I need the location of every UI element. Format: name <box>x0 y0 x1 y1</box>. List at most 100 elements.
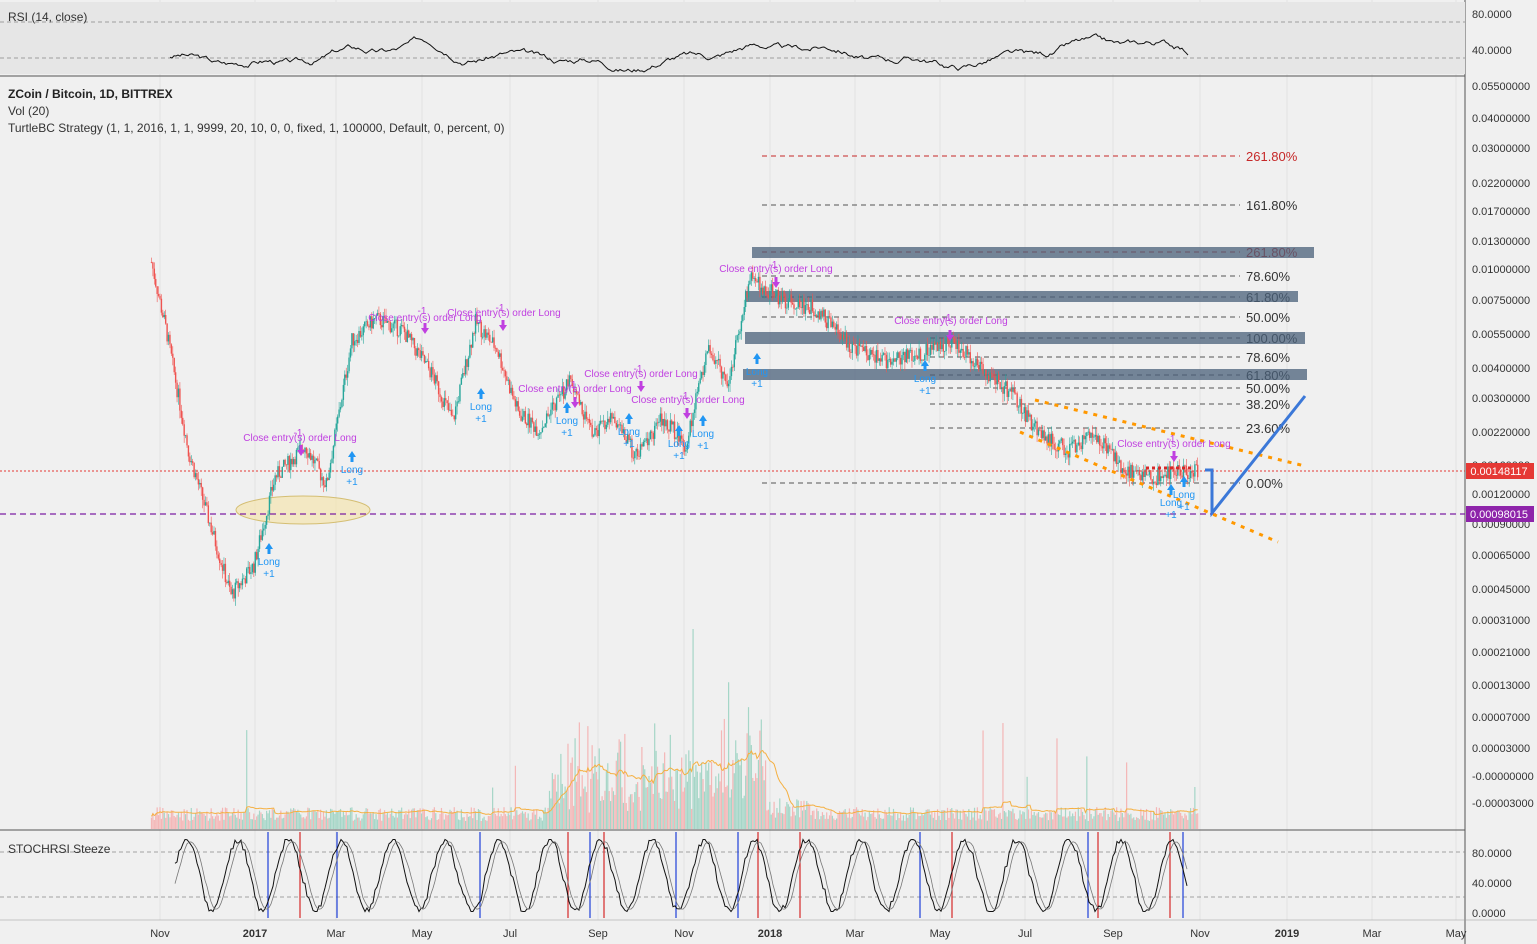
price-tick: 0.00007000 <box>1472 712 1530 724</box>
long-arrow-icon[interactable] <box>753 353 761 364</box>
candle-body <box>408 330 410 338</box>
candle-body <box>817 311 819 317</box>
volume-bar <box>190 807 192 829</box>
candle-body <box>238 583 241 589</box>
long-arrow-icon[interactable] <box>1167 484 1175 495</box>
time-axis[interactable]: Nov 2017 Mar May Jul Sep Nov 2018 Mar May Jul Sep No… <box>150 928 1467 940</box>
time-tick: 2018 <box>758 928 782 940</box>
projection-path[interactable] <box>1205 395 1307 518</box>
volume-bar <box>206 811 208 829</box>
candle-body <box>907 349 909 359</box>
volume-bar <box>843 810 845 829</box>
candle-body <box>189 456 191 463</box>
volume-bar <box>719 781 721 829</box>
close-arrow-icon[interactable] <box>946 330 954 341</box>
candle-body <box>327 478 329 481</box>
candle-body <box>288 456 291 471</box>
volume-bar <box>1045 812 1047 829</box>
candle-body <box>982 364 984 374</box>
candle-body <box>228 580 231 587</box>
volume-bar <box>153 819 155 829</box>
volume-bar <box>1164 813 1166 829</box>
volume-bar <box>757 759 760 829</box>
accumulation-ellipse[interactable] <box>235 495 371 525</box>
long-arrow-icon[interactable] <box>921 360 929 371</box>
close-qty: -1 <box>496 303 505 314</box>
candle-body <box>297 447 299 450</box>
close-arrow-icon[interactable] <box>1170 451 1178 462</box>
close-arrow-icon[interactable] <box>499 320 507 331</box>
volume-bar <box>467 816 470 829</box>
volume-bar <box>860 815 862 829</box>
volume-bar <box>523 813 525 829</box>
long-arrow-icon[interactable] <box>699 415 707 426</box>
long-arrow-icon[interactable] <box>348 451 356 462</box>
candle-body <box>672 421 674 425</box>
candle-body <box>270 487 272 496</box>
volume-bar <box>1066 817 1068 829</box>
candle-body <box>216 546 218 555</box>
price-tick: 0.00550000 <box>1472 329 1530 341</box>
resistance-zone-3[interactable] <box>745 332 1305 344</box>
volume-bar <box>300 814 302 829</box>
close-arrow-icon[interactable] <box>637 381 645 392</box>
long-arrow-icon[interactable] <box>625 413 633 424</box>
volume-bar <box>713 792 715 829</box>
long-arrow-icon[interactable] <box>1180 476 1188 487</box>
long-arrow-icon[interactable] <box>563 402 571 413</box>
volume-bar <box>307 807 309 829</box>
volume-bar <box>747 707 750 829</box>
long-arrow-icon[interactable] <box>477 388 485 399</box>
volume-bar <box>610 801 612 829</box>
close-arrow-icon[interactable] <box>297 445 305 456</box>
volume-bar <box>686 781 688 829</box>
volume-bar <box>810 815 812 829</box>
close-arrow-icon[interactable] <box>571 397 579 408</box>
volume-bar <box>1039 817 1041 829</box>
price-axis[interactable]: 0.055000000.040000000.030000000.02200000… <box>1472 9 1534 920</box>
close-arrow-icon[interactable] <box>421 323 429 334</box>
candle-body <box>587 418 589 420</box>
candle-body <box>435 375 437 384</box>
candle-body <box>179 388 181 411</box>
candle-body <box>486 332 488 338</box>
long-arrow-icon[interactable] <box>675 425 683 436</box>
channel-lower[interactable] <box>1019 430 1279 544</box>
volume-bar <box>1063 816 1065 829</box>
candle-body <box>466 359 468 367</box>
volume-bar <box>408 809 410 829</box>
candle-body <box>989 372 991 382</box>
candle-body <box>207 505 210 524</box>
resistance-zone-1[interactable] <box>752 247 1314 258</box>
candle-body <box>1087 431 1089 433</box>
volume-bar <box>432 809 434 829</box>
candle-body <box>591 425 593 437</box>
candle-body <box>260 535 262 540</box>
long-arrow-icon[interactable] <box>265 543 273 554</box>
candle-body <box>381 325 383 328</box>
candle-body <box>791 302 794 305</box>
candle-body <box>339 407 342 410</box>
volume-bar <box>324 816 326 829</box>
candle-body <box>191 461 194 463</box>
volume-bar <box>575 781 578 829</box>
candle-body <box>463 373 465 375</box>
candle-body <box>572 386 575 393</box>
close-arrow-icon[interactable] <box>683 408 691 419</box>
volume-bar <box>949 809 951 829</box>
candle-body <box>1034 421 1037 424</box>
candle-body <box>369 316 372 328</box>
close-arrow-icon[interactable] <box>772 277 780 288</box>
candle-body <box>943 350 946 352</box>
price-tick: -0.00000000 <box>1472 771 1534 783</box>
volume-bar <box>961 819 963 829</box>
volume-bar <box>312 810 315 829</box>
resistance-zone-2[interactable] <box>745 291 1298 302</box>
candle-body <box>963 356 966 358</box>
candle-body <box>426 360 428 362</box>
resistance-zone-4[interactable] <box>743 369 1307 380</box>
volume-bar <box>287 811 289 829</box>
volume-bar <box>227 812 229 829</box>
candle-body <box>710 353 713 355</box>
